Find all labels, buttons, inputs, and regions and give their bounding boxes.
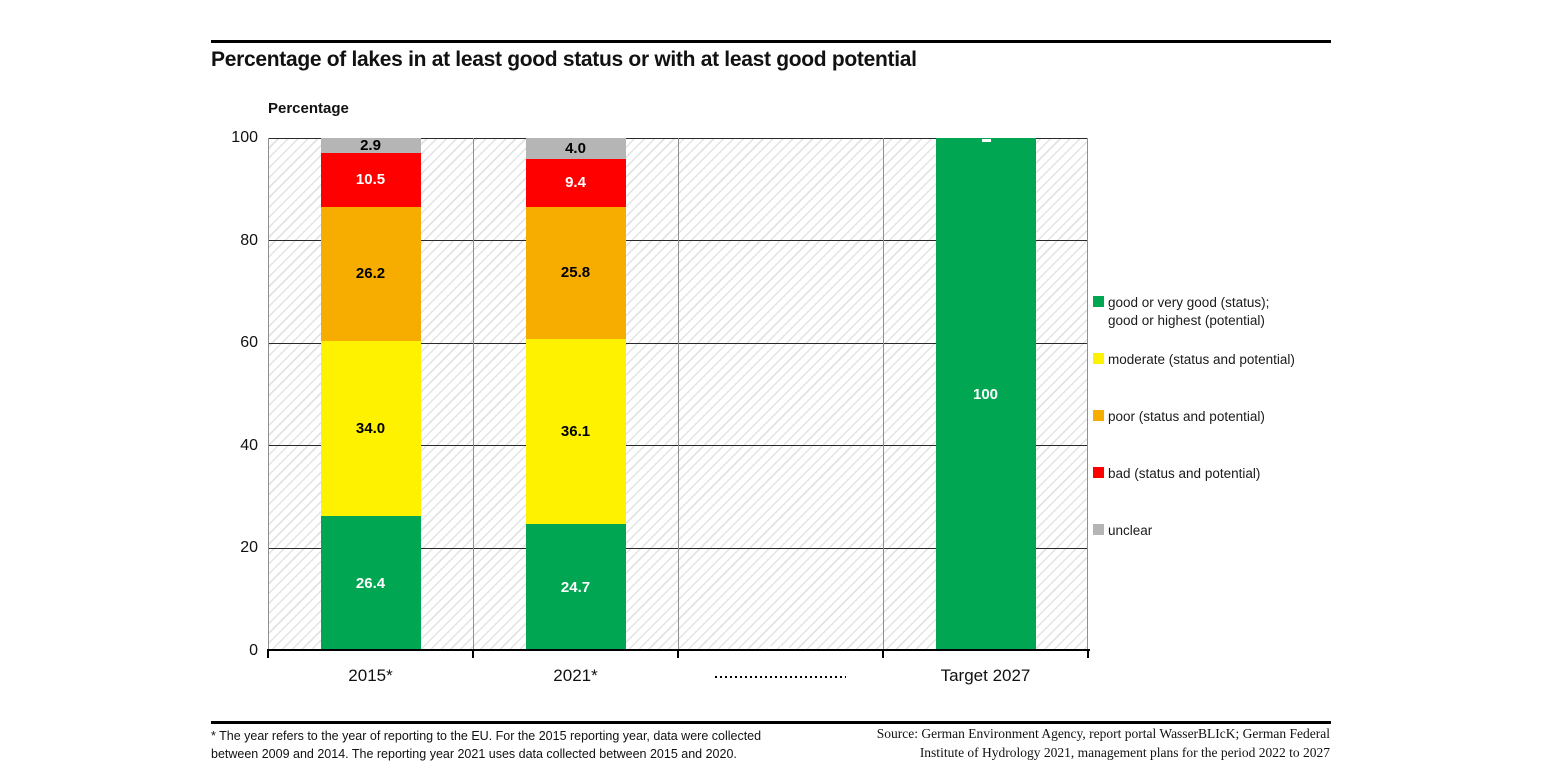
x-label-dotted-separator [715,676,846,678]
gridline-x-0 [268,138,269,651]
bottom-rule [211,721,1331,724]
bar-segment-2015-series3: 10.5 [320,152,421,207]
bar-value-label: 100 [972,386,999,403]
legend-label-line: moderate (status and potential) [1108,352,1295,367]
legend-item-series0: good or very good (status); good or highe… [1093,294,1269,330]
plot-area: 26.4 34.0 26.2 10.5 2.9 24.7 36.1 25.8 9.4 4.0 100 [268,136,1088,651]
x-axis-tick-2 [677,651,679,658]
x-axis-tick-0 [267,651,269,658]
legend-label: good or very good (status); good or highe… [1108,294,1269,330]
x-axis-tick-3 [882,651,884,658]
legend-swatch-icon [1093,353,1104,364]
legend-swatch-icon [1093,296,1104,307]
chart-legend: good or very good (status); good or highe… [1093,0,1343,600]
x-axis-tick-1 [472,651,474,658]
source-credit: Source: German Environment Agency, repor… [870,725,1330,762]
source-line: Source: German Environment Agency, repor… [876,726,1330,741]
legend-item-series3: bad (status and potential) [1093,465,1260,483]
x-label-2015: 2015* [348,666,393,685]
bar-segment-2015-series0: 26.4 [320,515,421,651]
y-tick-label-80: 80 [240,231,258,249]
gridline-x-3 [883,138,884,651]
bar-segment-2015-series1: 34.0 [320,341,421,516]
bar-segment-Target2027-series0: 100 [935,138,1036,651]
bar-value-label: 26.2 [355,265,386,283]
footnote-line: * The year refers to the year of reporti… [211,729,762,743]
gridline-x-1 [473,138,474,651]
bar-value-label: 24.7 [560,579,591,597]
y-tick-label-20: 20 [240,539,258,557]
bar-value-label: 36.1 [560,423,591,441]
bar-value-label: 9.4 [565,174,586,192]
bar-value-label: 34.0 [355,419,386,437]
bar-value-label: 25.8 [560,264,591,282]
legend-item-series4: unclear [1093,522,1152,540]
legend-swatch-icon [1093,467,1104,478]
bar-segment-2015-series4: 2.9 [320,136,421,154]
bar-segment-2021-series3: 9.4 [525,158,626,207]
x-axis-tick-4 [1087,651,1089,658]
y-tick-label-60: 60 [240,334,258,352]
gridline-x-4 [1087,138,1088,651]
bar-segment-2021-series1: 36.1 [525,339,626,525]
bar-value-label: 26.4 [355,574,386,592]
footnote-line: between 2009 and 2014. The reporting yea… [211,747,737,761]
y-tick-label-0: 0 [249,642,258,659]
top-rule [211,40,1331,43]
legend-swatch-icon [1093,524,1104,535]
legend-label: moderate (status and potential) [1108,351,1295,369]
bar-value-label: 4.0 [565,139,586,157]
x-axis-line [267,649,1090,651]
page-title: Percentage of lakes in at least good sta… [211,48,917,71]
legend-item-series1: moderate (status and potential) [1093,351,1295,369]
legend-label: poor (status and potential) [1108,408,1265,426]
source-line: Institute of Hydrology 2021, management … [919,744,1330,760]
legend-label-line: unclear [1108,523,1153,538]
bar-segment-2015-series2: 26.2 [320,206,421,342]
bar-value-label: 10.5 [355,171,386,189]
legend-label-line: good or very good (status); [1108,295,1270,310]
bar-segment-2021-series0: 24.7 [525,524,626,651]
gridline-x-2 [678,138,679,651]
bar-segment-2021-series4: 4.0 [525,138,626,159]
legend-label-line: bad (status and potential) [1108,466,1261,481]
bar-value-label: 2.9 [360,136,381,154]
x-label-Target2027: Target 2027 [940,666,1031,685]
x-label-2021: 2021* [553,666,598,685]
y-tick-label-100: 100 [231,129,258,146]
footnote: * The year refers to the year of reporti… [211,727,791,763]
legend-item-series2: poor (status and potential) [1093,408,1265,426]
legend-label: unclear [1108,522,1152,540]
bar-segment-2021-series2: 25.8 [525,206,626,340]
legend-label: bad (status and potential) [1108,465,1260,483]
legend-label-line: poor (status and potential) [1108,409,1265,424]
legend-label-line: good or highest (potential) [1108,313,1265,328]
y-tick-label-40: 40 [240,436,258,454]
legend-swatch-icon [1093,410,1104,421]
y-axis-title: Percentage [268,100,349,117]
